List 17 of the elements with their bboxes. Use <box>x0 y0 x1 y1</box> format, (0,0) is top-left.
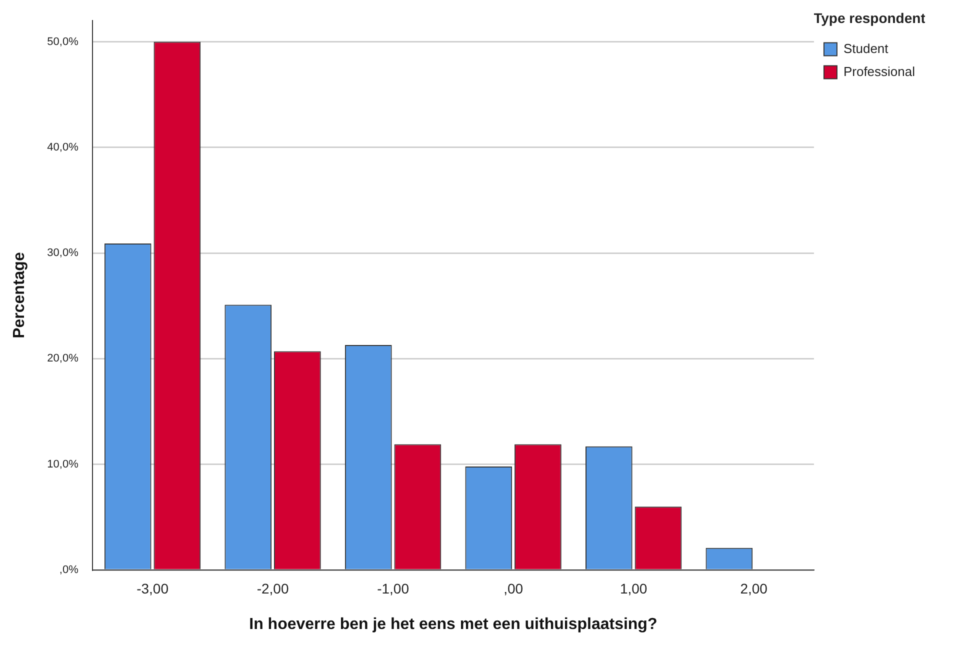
y-tick-label: 20,0% <box>47 352 79 365</box>
legend-title: Type respondent <box>814 10 926 26</box>
y-axis-title: Percentage <box>11 252 28 338</box>
x-tick-label: -2,00 <box>256 580 289 596</box>
legend-label: Student <box>843 40 889 56</box>
x-tick-label: 1,00 <box>620 580 648 596</box>
legend-label: Professional <box>843 64 916 79</box>
x-axis-title: In hoeverre ben je het eens met een uithuisplaatsing? <box>249 616 658 633</box>
y-tick-label: 10,0% <box>47 458 79 470</box>
y-tick-label: 30,0% <box>47 247 79 260</box>
y-tick-label: 50,0% <box>47 36 79 48</box>
x-tick-label: ,00 <box>504 580 524 596</box>
y-tick-label: 40,0% <box>47 141 79 154</box>
x-tick-label: 2,00 <box>740 580 768 596</box>
y-tick-label: ,0% <box>59 564 79 576</box>
x-tick-label: -3,00 <box>136 580 169 596</box>
x-tick-label: -1,00 <box>377 580 410 596</box>
